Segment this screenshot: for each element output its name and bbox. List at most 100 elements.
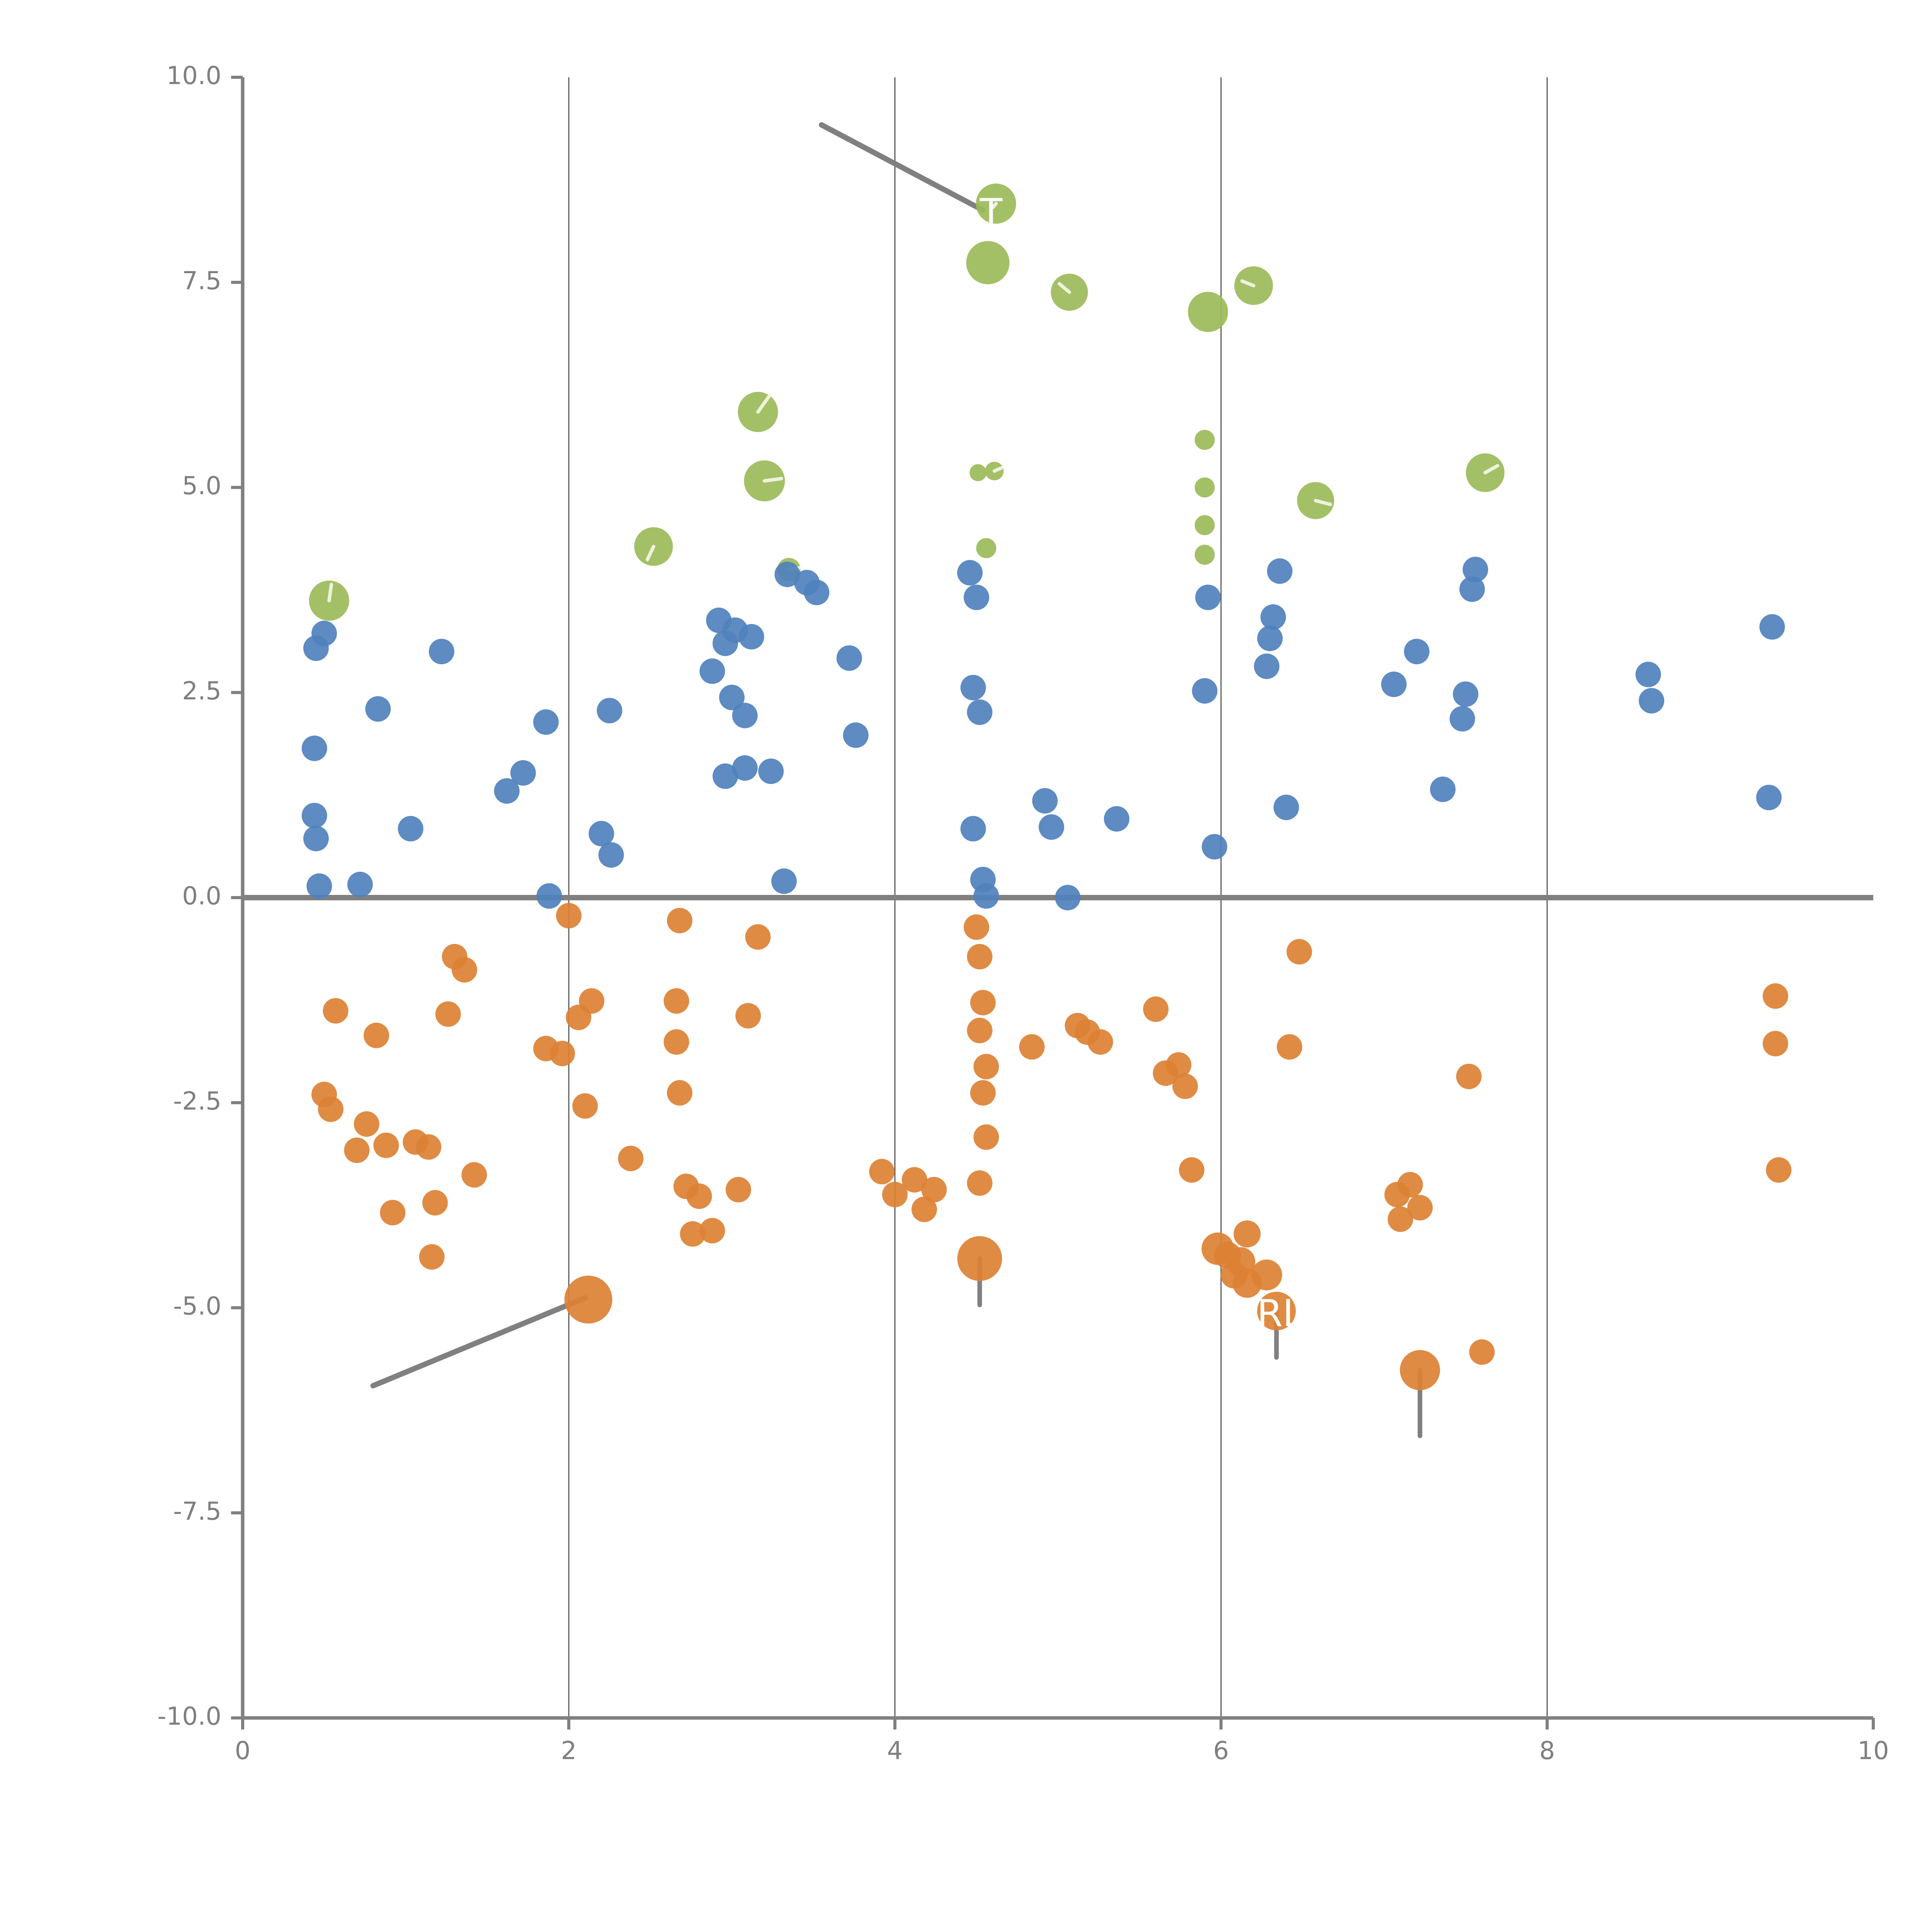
scatter-point-orange[interactable] — [422, 1190, 448, 1216]
scatter-point-orange[interactable] — [318, 1096, 344, 1122]
scatter-point-green[interactable] — [1194, 544, 1215, 565]
scatter-point-blue[interactable] — [510, 760, 536, 786]
scatter-point-orange[interactable] — [1400, 1350, 1440, 1390]
scatter-point-blue[interactable] — [1254, 653, 1280, 679]
scatter-point-blue[interactable] — [1463, 556, 1488, 582]
scatter-point-green[interactable] — [1194, 515, 1215, 536]
scatter-point-blue[interactable] — [365, 696, 391, 722]
scatter-point-blue[interactable] — [843, 722, 869, 748]
scatter-point-blue[interactable] — [964, 584, 989, 610]
series-green-markers[interactable] — [309, 183, 1505, 621]
scatter-point-orange[interactable] — [869, 1159, 895, 1185]
scatter-point-green[interactable] — [966, 241, 1010, 284]
scatter-point-green[interactable] — [1194, 477, 1215, 498]
scatter-point-orange[interactable] — [549, 1041, 575, 1066]
scatter-point-orange[interactable] — [967, 1017, 993, 1043]
scatter-point-blue[interactable] — [347, 872, 373, 898]
scatter-point-blue[interactable] — [1202, 834, 1228, 860]
scatter-point-orange[interactable] — [1257, 1291, 1296, 1330]
scatter-point-orange[interactable] — [1277, 1034, 1303, 1060]
scatter-point-orange[interactable] — [970, 990, 996, 1015]
scatter-point-orange[interactable] — [1286, 939, 1312, 965]
scatter-point-green[interactable] — [1188, 292, 1228, 332]
scatter-point-blue[interactable] — [758, 759, 784, 784]
scatter-point-orange[interactable] — [564, 1276, 612, 1324]
scatter-point-orange[interactable] — [663, 1029, 689, 1055]
scatter-point-blue[interactable] — [598, 842, 624, 868]
scatter-point-blue[interactable] — [957, 560, 983, 586]
scatter-point-orange[interactable] — [1179, 1157, 1205, 1183]
scatter-point-orange[interactable] — [1172, 1073, 1198, 1099]
scatter-point-orange[interactable] — [680, 1221, 706, 1247]
scatter-point-orange[interactable] — [1143, 996, 1169, 1022]
scatter-point-orange[interactable] — [1762, 983, 1788, 1009]
scatter-point-orange[interactable] — [354, 1111, 379, 1137]
scatter-point-orange[interactable] — [556, 903, 582, 929]
scatter-point-blue[interactable] — [774, 561, 800, 587]
scatter-point-blue[interactable] — [771, 868, 797, 894]
scatter-point-orange[interactable] — [735, 1003, 761, 1029]
scatter-point-orange[interactable] — [1251, 1259, 1282, 1291]
scatter-point-blue[interactable] — [306, 873, 332, 899]
scatter-point-orange[interactable] — [964, 914, 989, 940]
scatter-point-orange[interactable] — [882, 1182, 908, 1208]
scatter-point-orange[interactable] — [344, 1137, 370, 1163]
scatter-point-orange[interactable] — [967, 944, 993, 969]
scatter-point-orange[interactable] — [618, 1146, 644, 1172]
series-blue-markers[interactable] — [301, 556, 1785, 910]
scatter-point-blue[interactable] — [1260, 604, 1286, 630]
scatter-point-orange[interactable] — [1469, 1339, 1495, 1365]
scatter-point-orange[interactable] — [1166, 1052, 1192, 1078]
scatter-point-orange[interactable] — [745, 924, 771, 950]
scatter-point-blue[interactable] — [303, 635, 329, 661]
scatter-point-blue[interactable] — [536, 883, 562, 909]
scatter-point-orange[interactable] — [1407, 1195, 1433, 1221]
scatter-point-blue[interactable] — [960, 675, 986, 701]
scatter-point-blue[interactable] — [1430, 776, 1456, 802]
scatter-point-blue[interactable] — [1055, 885, 1081, 910]
scatter-point-orange[interactable] — [901, 1167, 927, 1193]
scatter-point-blue[interactable] — [597, 697, 622, 723]
scatter-point-blue[interactable] — [494, 778, 520, 804]
scatter-point-orange[interactable] — [1397, 1172, 1423, 1198]
scatter-point-orange[interactable] — [667, 1080, 692, 1106]
scatter-point-blue[interactable] — [1257, 626, 1283, 651]
scatter-point-orange[interactable] — [970, 1080, 996, 1106]
scatter-point-blue[interactable] — [1449, 706, 1475, 732]
scatter-point-orange[interactable] — [380, 1200, 406, 1226]
scatter-point-orange[interactable] — [1233, 1220, 1261, 1248]
scatter-point-blue[interactable] — [303, 826, 329, 852]
scatter-point-orange[interactable] — [1766, 1157, 1792, 1183]
scatter-point-blue[interactable] — [1195, 584, 1221, 610]
scatter-point-blue[interactable] — [804, 580, 830, 605]
scatter-point-orange[interactable] — [373, 1133, 399, 1158]
scatter-point-blue[interactable] — [1759, 614, 1785, 640]
scatter-point-orange[interactable] — [1388, 1206, 1413, 1232]
scatter-point-green[interactable] — [969, 464, 987, 481]
scatter-point-blue[interactable] — [699, 658, 725, 684]
scatter-point-orange[interactable] — [572, 1093, 598, 1119]
scatter-point-blue[interactable] — [1453, 681, 1478, 707]
scatter-point-blue[interactable] — [1381, 672, 1407, 697]
scatter-point-green[interactable] — [1194, 430, 1215, 450]
scatter-point-orange[interactable] — [699, 1218, 725, 1243]
scatter-point-blue[interactable] — [1635, 662, 1661, 687]
scatter-point-blue[interactable] — [533, 709, 559, 735]
scatter-point-orange[interactable] — [579, 988, 605, 1014]
scatter-point-blue[interactable] — [960, 816, 986, 842]
scatter-point-orange[interactable] — [1087, 1029, 1113, 1055]
scatter-point-orange[interactable] — [416, 1134, 442, 1160]
scatter-point-blue[interactable] — [398, 816, 423, 842]
scatter-point-orange[interactable] — [442, 944, 468, 969]
scatter-point-blue[interactable] — [301, 735, 327, 761]
scatter-point-blue[interactable] — [1756, 784, 1782, 810]
scatter-point-orange[interactable] — [967, 1170, 993, 1196]
scatter-point-blue[interactable] — [1192, 678, 1218, 704]
scatter-point-orange[interactable] — [419, 1244, 445, 1270]
scatter-point-orange[interactable] — [435, 1001, 461, 1027]
scatter-point-blue[interactable] — [738, 624, 764, 650]
scatter-point-orange[interactable] — [973, 1124, 999, 1150]
scatter-point-orange[interactable] — [911, 1196, 937, 1222]
scatter-point-blue[interactable] — [588, 821, 614, 847]
scatter-point-orange[interactable] — [323, 998, 349, 1024]
